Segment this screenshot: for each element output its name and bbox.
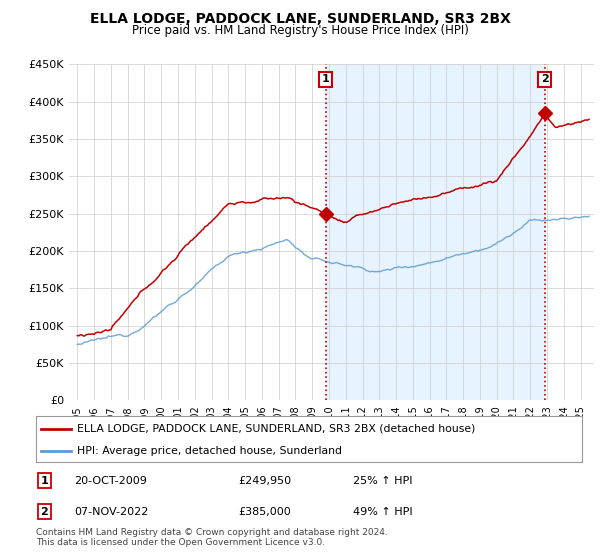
Text: 2: 2 (40, 507, 48, 517)
Text: Contains HM Land Registry data © Crown copyright and database right 2024.
This d: Contains HM Land Registry data © Crown c… (36, 528, 388, 547)
Text: £385,000: £385,000 (238, 507, 291, 517)
Text: HPI: Average price, detached house, Sunderland: HPI: Average price, detached house, Sund… (77, 446, 342, 455)
Text: ELLA LODGE, PADDOCK LANE, SUNDERLAND, SR3 2BX (detached house): ELLA LODGE, PADDOCK LANE, SUNDERLAND, SR… (77, 424, 475, 434)
Text: 2: 2 (541, 74, 548, 85)
Text: £249,950: £249,950 (238, 475, 291, 486)
Bar (326, 64, 545, 400)
Text: 20-OCT-2009: 20-OCT-2009 (74, 475, 147, 486)
Text: ELLA LODGE, PADDOCK LANE, SUNDERLAND, SR3 2BX: ELLA LODGE, PADDOCK LANE, SUNDERLAND, SR… (89, 12, 511, 26)
Text: 1: 1 (322, 74, 329, 85)
Text: Price paid vs. HM Land Registry's House Price Index (HPI): Price paid vs. HM Land Registry's House … (131, 24, 469, 37)
Text: 07-NOV-2022: 07-NOV-2022 (74, 507, 149, 517)
Text: 49% ↑ HPI: 49% ↑ HPI (353, 507, 412, 517)
Text: 25% ↑ HPI: 25% ↑ HPI (353, 475, 412, 486)
Text: 1: 1 (40, 475, 48, 486)
